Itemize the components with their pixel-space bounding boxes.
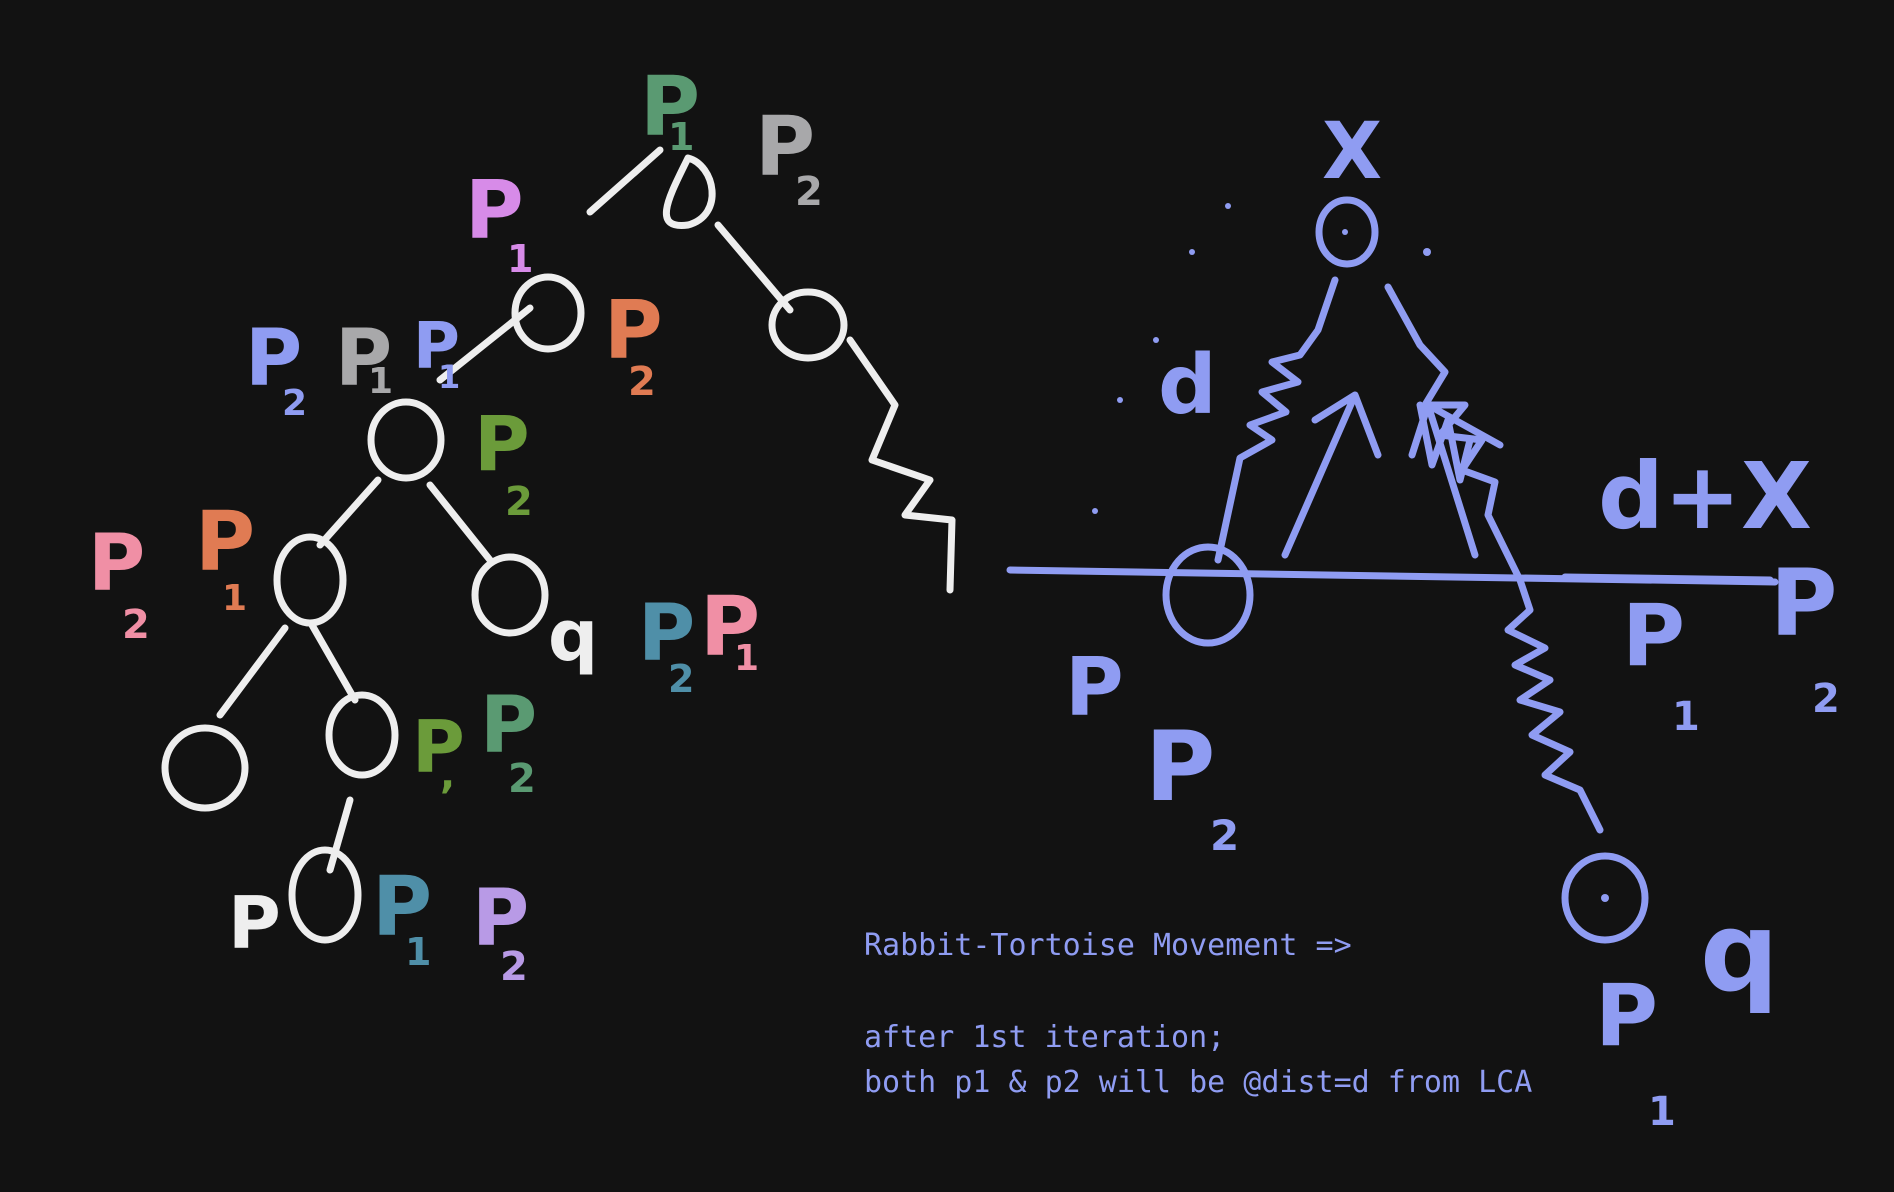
label-q-p1: P [700, 580, 760, 675]
zigzag-path [846, 336, 956, 594]
label-l2-p2b: P [474, 399, 530, 488]
tree-node [161, 724, 249, 812]
label-l2-p1-sub: 1 [368, 361, 393, 402]
label-l4-p1: P [412, 705, 465, 789]
zigzag-edge-right [1384, 283, 1604, 834]
label-p2-left: P [1145, 711, 1215, 823]
label-l3-p1-sub: 1 [222, 578, 247, 619]
label-l2-p2b-sub: 2 [505, 479, 533, 525]
label-root-p2-sub: 2 [795, 169, 823, 215]
note-line-3: both p1 & p2 will be @dist=d from LCA [864, 1065, 1533, 1100]
dot-mark [1117, 397, 1123, 403]
lca-node-dot [1342, 229, 1348, 235]
label-l4-p2-sub: 2 [508, 756, 536, 802]
tree-edge [714, 221, 794, 314]
tree-node [367, 398, 445, 482]
label-p1-right-sub: 1 [1672, 694, 1700, 740]
label-p-p2-sub: 2 [500, 944, 528, 990]
tree-node-q [471, 553, 549, 637]
label-p-p1: P [372, 860, 432, 955]
tree-edge [586, 146, 664, 216]
label-p2-right-sub: 2 [1812, 676, 1840, 722]
tree-node-p [288, 846, 362, 944]
label-root-p1-sub: 1 [668, 115, 694, 159]
tree-node [511, 273, 585, 353]
tree-edge [308, 621, 359, 704]
tree-edge [316, 476, 382, 549]
label-l2-p1b-sub: 1 [438, 358, 460, 396]
label-l1-p1: P [465, 164, 524, 257]
horizontal-line-overstroke [1561, 573, 1774, 584]
label-root-p2: P [755, 100, 815, 195]
lca-diagram: X d d+X P P 2 P 1 P 2 q P 1 [1006, 107, 1840, 1135]
label-p2-right: P [1770, 550, 1837, 657]
label-l2-p1: P [335, 314, 392, 404]
label-p: P [228, 881, 281, 965]
label-d: d [1158, 338, 1217, 433]
label-l3-p2-sub: 2 [122, 602, 150, 648]
tree-node [273, 533, 347, 627]
label-q-p2-sub: 2 [668, 657, 694, 701]
label-l4-p1-sub: , [440, 752, 455, 798]
label-root-p1: P [640, 60, 700, 155]
label-p1-bottom: P [1595, 966, 1658, 1066]
label-l2-p1b: P [413, 310, 460, 384]
note-line-2: after 1st iteration; [864, 1020, 1226, 1055]
binary-tree: P 1 P 2 P 1 P 2 P 2 P 1 P 1 P 2 P 2 P 1 … [88, 60, 956, 990]
label-p1-bottom-sub: 1 [1648, 1089, 1676, 1135]
label-l3-p2: P [88, 519, 145, 609]
dot-mark [1423, 248, 1431, 256]
arrow-up-left [1281, 391, 1382, 559]
label-p-left: P [1065, 641, 1124, 734]
label-d-plus-x: d+X [1598, 443, 1812, 550]
label-p2-left-sub: 2 [1210, 811, 1239, 860]
label-l1-p1-sub: 1 [507, 237, 533, 281]
lca-node [1315, 196, 1379, 268]
label-l1-p2-sub: 2 [628, 359, 656, 405]
tree-edge [216, 624, 289, 719]
label-l2-p2a-sub: 2 [282, 383, 307, 424]
bottom-node-dot [1601, 894, 1609, 902]
arrow-up-right [1408, 401, 1504, 559]
bottom-node [1561, 852, 1649, 944]
label-x: X [1322, 107, 1382, 197]
label-q-p2: P [638, 589, 695, 679]
dot-mark [1153, 337, 1159, 343]
dot-mark [1189, 249, 1195, 255]
label-p1-right: P [1622, 586, 1685, 686]
label-p-p1-sub: 1 [405, 930, 431, 974]
arrow-scribble [1416, 401, 1474, 484]
dot-mark [1225, 203, 1231, 209]
label-l4-p2: P [480, 681, 537, 771]
tree-edge [326, 796, 354, 874]
zigzag-edge-left [1214, 276, 1339, 564]
label-q-p1-sub: 1 [734, 638, 759, 679]
label-l3-p1: P [195, 495, 255, 590]
tree-node [325, 691, 399, 779]
left-node [1162, 543, 1254, 647]
tree-node [768, 288, 848, 362]
tree-node-root [662, 154, 716, 229]
label-q-right: q [1700, 888, 1779, 1016]
dot-mark [1092, 508, 1098, 514]
label-q: q [548, 595, 598, 677]
tree-edge [426, 481, 494, 564]
label-l1-p2: P [604, 284, 663, 377]
note-line-1: Rabbit-Tortoise Movement => [864, 928, 1352, 963]
label-p-p2: P [472, 874, 529, 964]
label-l2-p2a: P [245, 314, 302, 404]
